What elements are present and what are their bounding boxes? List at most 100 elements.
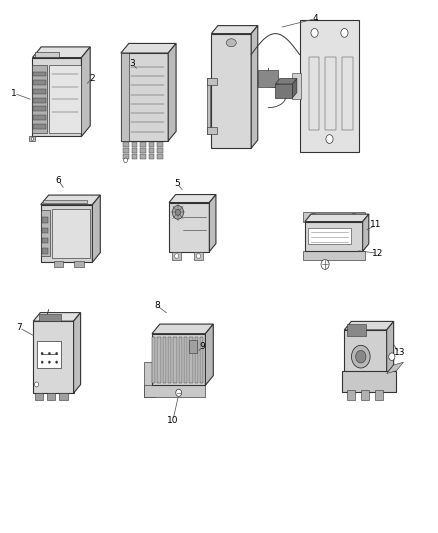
Ellipse shape xyxy=(226,39,236,47)
Circle shape xyxy=(41,352,43,355)
Circle shape xyxy=(175,254,179,259)
Bar xyxy=(303,252,365,260)
Bar xyxy=(41,211,50,256)
Bar xyxy=(60,393,67,400)
Circle shape xyxy=(56,361,58,364)
Bar xyxy=(35,52,60,57)
Bar xyxy=(123,154,129,159)
Bar xyxy=(132,154,138,159)
Bar xyxy=(200,337,203,383)
Bar xyxy=(43,200,87,203)
Text: 1: 1 xyxy=(11,89,17,98)
Bar xyxy=(42,217,48,222)
Bar xyxy=(123,142,129,147)
Text: 2: 2 xyxy=(89,74,95,83)
Bar xyxy=(152,334,205,385)
Bar xyxy=(308,57,319,130)
Bar xyxy=(33,107,46,111)
Circle shape xyxy=(197,254,201,259)
Bar xyxy=(32,58,81,136)
Bar xyxy=(157,148,163,154)
Text: 6: 6 xyxy=(55,176,61,184)
Bar xyxy=(189,337,193,383)
Bar xyxy=(195,337,198,383)
Circle shape xyxy=(311,213,316,220)
Circle shape xyxy=(56,352,58,355)
Circle shape xyxy=(351,213,357,220)
Bar xyxy=(33,124,46,128)
Polygon shape xyxy=(205,324,213,385)
Bar xyxy=(152,337,155,383)
Circle shape xyxy=(41,361,43,364)
Circle shape xyxy=(321,260,329,269)
Bar xyxy=(47,393,56,400)
Bar xyxy=(149,154,155,159)
Polygon shape xyxy=(363,214,369,252)
Text: 9: 9 xyxy=(199,342,205,351)
Bar xyxy=(305,222,363,252)
Bar xyxy=(33,115,46,120)
Polygon shape xyxy=(387,321,394,374)
Polygon shape xyxy=(41,195,100,205)
Polygon shape xyxy=(251,26,258,148)
Bar xyxy=(207,127,217,134)
Polygon shape xyxy=(276,78,297,84)
Bar xyxy=(189,340,198,352)
Circle shape xyxy=(356,350,366,363)
Circle shape xyxy=(326,135,333,143)
Bar xyxy=(140,154,146,159)
Polygon shape xyxy=(121,44,176,53)
Circle shape xyxy=(311,29,318,37)
Bar xyxy=(207,78,210,134)
Bar xyxy=(132,142,138,147)
Bar xyxy=(140,148,146,154)
Bar xyxy=(342,57,353,130)
Polygon shape xyxy=(74,312,81,393)
Bar xyxy=(33,321,74,393)
Text: 12: 12 xyxy=(372,249,383,257)
Bar xyxy=(29,136,35,141)
Circle shape xyxy=(172,206,184,219)
Polygon shape xyxy=(305,214,369,222)
Circle shape xyxy=(35,382,39,387)
Polygon shape xyxy=(168,44,176,141)
Circle shape xyxy=(341,29,348,37)
Text: 5: 5 xyxy=(174,180,180,188)
Text: 4: 4 xyxy=(313,14,318,23)
Polygon shape xyxy=(387,362,403,374)
Bar xyxy=(179,337,182,383)
Bar xyxy=(132,148,138,154)
Circle shape xyxy=(176,389,182,397)
Bar xyxy=(39,314,61,321)
Polygon shape xyxy=(293,78,297,98)
Bar xyxy=(144,362,155,397)
Bar xyxy=(361,391,368,400)
Circle shape xyxy=(31,138,34,140)
Bar xyxy=(140,142,146,147)
Bar xyxy=(123,148,129,154)
Polygon shape xyxy=(152,324,213,334)
Bar xyxy=(194,252,203,261)
Bar xyxy=(42,228,48,233)
Bar xyxy=(149,142,155,147)
Bar xyxy=(211,34,251,148)
Bar xyxy=(74,261,84,267)
Polygon shape xyxy=(169,195,216,203)
Polygon shape xyxy=(209,195,216,252)
Text: 8: 8 xyxy=(154,301,160,310)
Bar xyxy=(325,57,336,130)
Bar xyxy=(37,341,61,368)
Bar xyxy=(53,261,63,267)
Bar xyxy=(144,385,205,397)
Bar xyxy=(308,228,351,244)
Bar xyxy=(300,20,359,152)
Text: 3: 3 xyxy=(129,60,135,68)
Bar xyxy=(173,337,177,383)
Polygon shape xyxy=(344,321,394,330)
Text: 7: 7 xyxy=(16,324,22,332)
Text: 10: 10 xyxy=(167,416,179,424)
Bar xyxy=(33,80,46,85)
Circle shape xyxy=(175,209,180,215)
Text: 13: 13 xyxy=(394,349,405,357)
Bar xyxy=(157,142,163,147)
